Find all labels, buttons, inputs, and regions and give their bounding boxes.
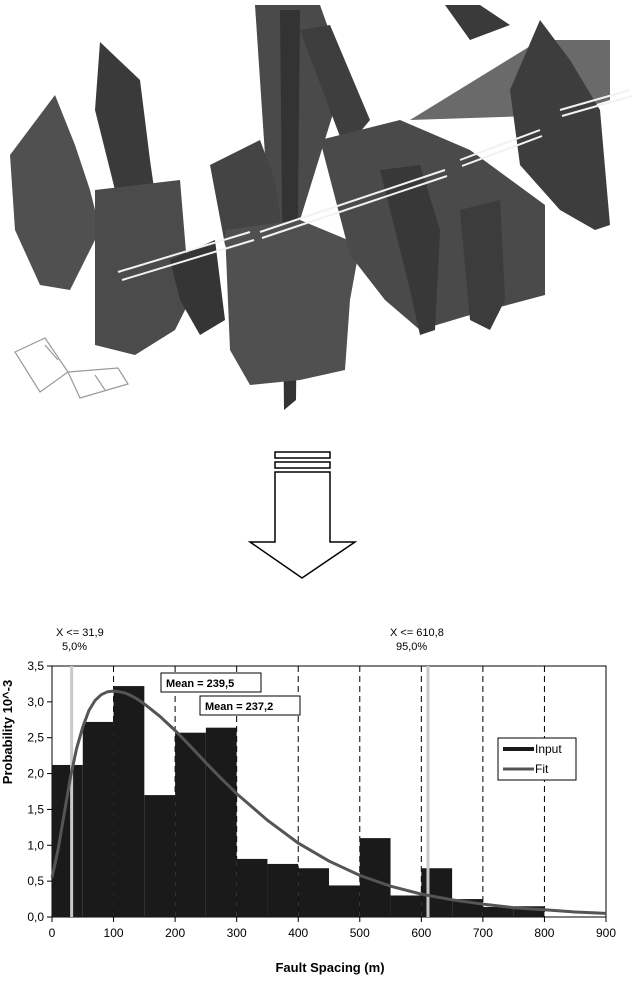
- x-tick-label: 500: [350, 926, 370, 940]
- x-tick-label: 700: [473, 926, 493, 940]
- axes: 0 100 200 300 400 500 600 700 800 900 0,0 0,5 1,0 1,5…: [27, 659, 616, 940]
- fit-curve-line: [50, 689, 607, 915]
- x-tick-label: 400: [288, 926, 308, 940]
- fault-spacing-histogram: 0 100 200 300 400 500 600 700 800 900 0,0 0,5 1,0 1,5…: [0, 627, 616, 975]
- axis-gizmo-icon: [14, 337, 129, 399]
- histogram-bar: [175, 732, 206, 917]
- x-tick-label: 300: [227, 926, 247, 940]
- x-tick-label: 200: [165, 926, 185, 940]
- histogram-bar: [113, 686, 145, 917]
- x-tick-label: 0: [49, 926, 56, 940]
- mean-label-box-2: [199, 695, 301, 716]
- histogram-bar: [82, 721, 114, 917]
- marker-left-pct: 5,0%: [62, 641, 87, 653]
- y-tick-label: 2,0: [27, 767, 44, 781]
- legend: Input Fit: [497, 737, 577, 781]
- legend-fit: Fit: [535, 762, 549, 776]
- histogram-bar: [298, 868, 329, 917]
- marker-right-pct: 95,0%: [396, 641, 427, 653]
- histogram-bar: [267, 863, 299, 917]
- histogram-bar: [513, 906, 545, 917]
- histogram-bar: [329, 885, 360, 917]
- y-tick-label: 2,5: [27, 731, 44, 745]
- x-tick-label: 100: [104, 926, 124, 940]
- y-tick-label: 3,5: [27, 659, 44, 673]
- y-tick-label: 1,5: [27, 802, 44, 816]
- mean-label-1: Mean = 239,5: [166, 678, 234, 690]
- histogram-bar: [390, 895, 422, 917]
- x-tick-label: 800: [534, 926, 554, 940]
- histogram-bar: [205, 727, 237, 917]
- x-tick-label: 600: [411, 926, 431, 940]
- mean-label-box-1: [160, 672, 262, 693]
- x-axis-title: Fault Spacing (m): [275, 960, 384, 975]
- y-axis-title: Probability 10^-3: [0, 680, 15, 784]
- histogram-bar: [144, 795, 176, 917]
- well-tracks: [117, 89, 633, 281]
- marker-left-label: X <= 31,9: [56, 627, 104, 639]
- percentile-markers: [70, 666, 430, 917]
- fault-model-3d-view: [10, 5, 633, 410]
- y-tick-label: 0,5: [27, 874, 44, 888]
- marker-right-label: X <= 610,8: [390, 627, 444, 639]
- histogram-bar: [236, 858, 268, 917]
- mean-label-2: Mean = 237,2: [205, 701, 273, 713]
- y-tick-label: 0,0: [27, 910, 44, 924]
- fault-surfaces: [10, 5, 610, 410]
- input-bars: [52, 686, 545, 917]
- fit-curve: [50, 689, 607, 915]
- x-tick-label: 900: [596, 926, 616, 940]
- down-arrow-icon: [247, 451, 358, 579]
- histogram-bar: [482, 906, 514, 917]
- legend-input: Input: [535, 742, 562, 756]
- histogram-bar: [421, 868, 453, 917]
- y-tick-label: 1,0: [27, 838, 44, 852]
- y-tick-label: 3,0: [27, 695, 44, 709]
